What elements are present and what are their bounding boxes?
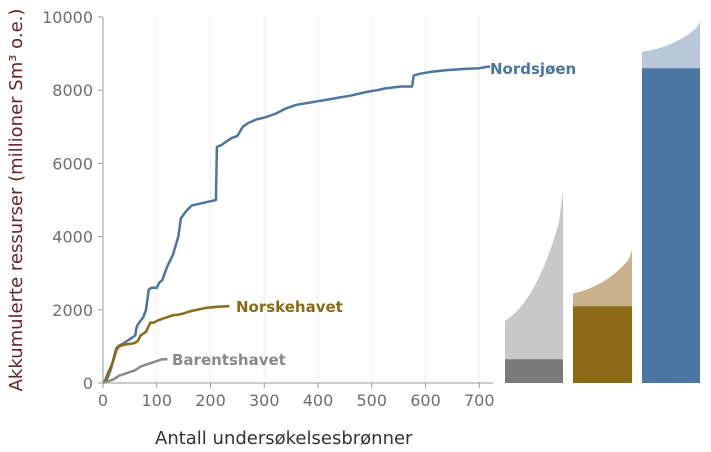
series-labels: Nordsjøen Norskehavet Barentshavet bbox=[172, 60, 576, 369]
resource-bar-remaining bbox=[505, 189, 563, 360]
resource-bar-discovered bbox=[573, 306, 632, 383]
x-tick-label: 100 bbox=[141, 391, 172, 410]
x-tick-label: 300 bbox=[249, 391, 280, 410]
y-tick-label: 0 bbox=[83, 374, 93, 393]
resource-bars bbox=[505, 20, 700, 384]
tick-labels: 0 2000 4000 6000 8000 10000 0 100 200 300 400 500 60… bbox=[42, 8, 494, 410]
x-tick-label: 700 bbox=[464, 391, 495, 410]
series-line bbox=[101, 304, 230, 384]
y-tick-label: 4000 bbox=[52, 228, 93, 247]
x-tick-label: 200 bbox=[195, 391, 226, 410]
grid-lines bbox=[156, 17, 480, 383]
y-tick-label: 2000 bbox=[52, 301, 93, 320]
x-tick-label: 600 bbox=[410, 391, 441, 410]
series-label: Nordsjøen bbox=[490, 60, 576, 78]
series-line bbox=[102, 65, 491, 385]
x-tick-label: 500 bbox=[356, 391, 387, 410]
series-label: Barentshavet bbox=[172, 351, 286, 369]
x-tick-label: 400 bbox=[303, 391, 334, 410]
series-label: Norskehavet bbox=[236, 298, 343, 316]
y-axis-title: Akkumulerte ressurser (millioner Sm³ o.e… bbox=[6, 9, 27, 392]
resource-bar-remaining bbox=[642, 20, 700, 69]
y-tick-label: 10000 bbox=[42, 8, 93, 27]
resource-bar-discovered bbox=[642, 68, 700, 384]
y-tick-label: 6000 bbox=[52, 154, 93, 173]
axes bbox=[98, 16, 493, 388]
resource-bar-discovered bbox=[505, 359, 563, 383]
series-line bbox=[102, 357, 168, 385]
x-axis-title: Antall undersøkelsesbrønner bbox=[155, 428, 413, 449]
resource-bar-remaining bbox=[573, 249, 632, 307]
series-lines bbox=[101, 65, 491, 385]
x-tick-label: 0 bbox=[98, 391, 108, 410]
y-tick-label: 8000 bbox=[52, 81, 93, 100]
